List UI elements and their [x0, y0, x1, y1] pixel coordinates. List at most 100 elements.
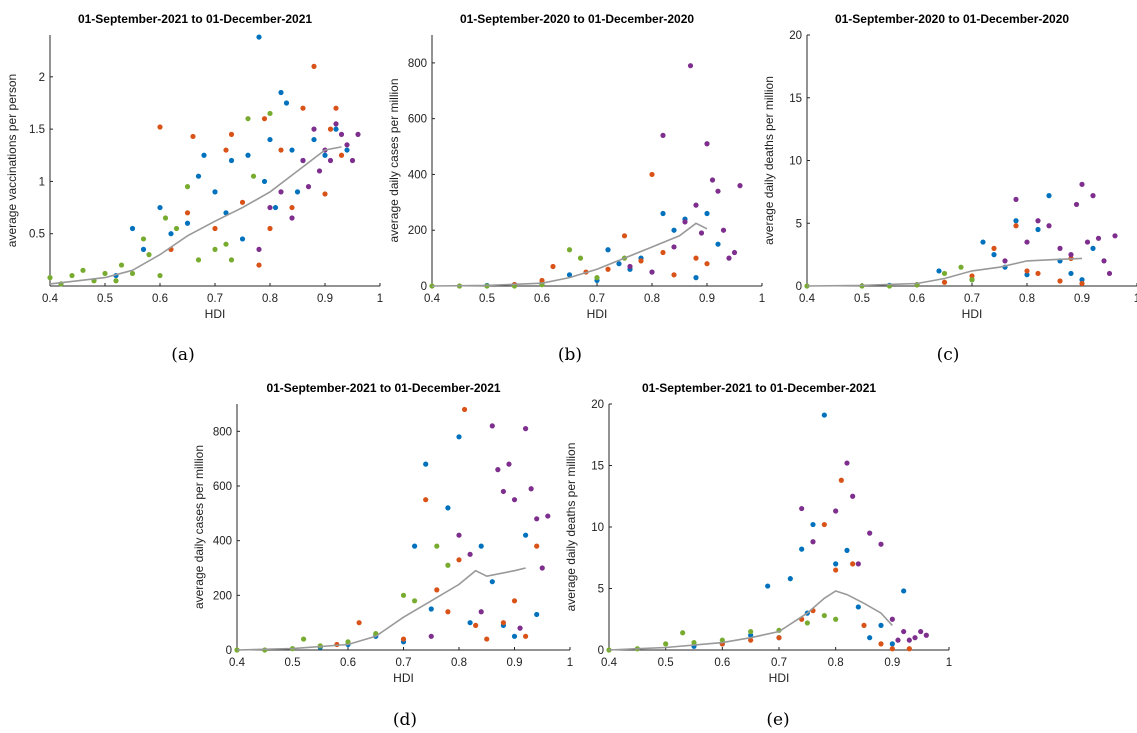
panel-e-point-green — [804, 620, 810, 626]
panel-c-point-purple — [1068, 252, 1074, 258]
panel-d-y-tick-label: 0 — [226, 645, 232, 657]
panel-e-x-label: HDI — [769, 671, 790, 685]
panel-b-point-purple — [682, 219, 688, 225]
panel-c-point-purple — [1095, 235, 1102, 241]
panel-b-y-label: average daily cases per million — [387, 78, 401, 242]
panel-e-y-label: average daily deaths per million — [564, 443, 578, 612]
panel-b-x-tick-label: 1 — [759, 293, 765, 305]
panel-e-point-blue — [799, 546, 805, 552]
panel-a-point-green — [80, 267, 86, 273]
panel-e-point-orange — [878, 641, 884, 647]
panel-a-point-orange — [157, 124, 163, 130]
panel-b-x-tick-label: 0.7 — [589, 293, 605, 305]
panel-a-title: 01-September-2021 to 01-December-2021 — [78, 12, 312, 26]
panel-c-y-tick-label: 10 — [789, 156, 802, 168]
panel-c-point-blue — [1035, 226, 1041, 233]
panel-c-x-tick-label: 0.5 — [854, 293, 870, 305]
panel-b-point-orange — [539, 277, 545, 284]
panel-d-point-purple — [506, 461, 512, 467]
panel-d-point-orange — [445, 609, 451, 615]
panel-c-point-purple — [1013, 196, 1019, 203]
panel-e-point-orange — [850, 561, 856, 567]
panel-e-y-tick-label: 5 — [598, 584, 604, 596]
panel-a-point-purple — [300, 157, 306, 164]
panel-a-point-purple — [355, 131, 361, 137]
panel-d-title: 01-September-2021 to 01-December-2021 — [266, 381, 500, 395]
panel-c-y-tick-label: 5 — [796, 218, 802, 230]
panel-a-x-tick-label: 0.6 — [152, 293, 168, 305]
panel-c-x-tick-label: 0.8 — [1019, 293, 1035, 305]
panel-a-point-orange — [261, 116, 268, 122]
panel-e-point-purple — [889, 616, 895, 622]
panel-e-point-purple — [918, 628, 924, 635]
panel-e-point-green — [719, 637, 725, 643]
panel-d-point-purple — [528, 486, 534, 492]
panel-c-x-tick-label: 0.9 — [1074, 293, 1090, 305]
panel-b-x-tick-label: 0.9 — [699, 293, 715, 305]
panel-b-point-blue — [566, 272, 573, 278]
panel-a-point-orange — [300, 105, 306, 111]
panel-e-point-blue — [810, 521, 816, 528]
panel-b-trend-line — [431, 222, 708, 287]
panel-a-point-green — [228, 257, 235, 263]
panel-a-point-blue — [168, 231, 174, 237]
panel-d-point-purple — [545, 513, 551, 519]
panel-a-y-tick-label: 0.5 — [29, 229, 45, 241]
panel-d-point-orange — [461, 406, 468, 413]
panel-a-y-label: average vaccinations per person — [5, 74, 19, 247]
panel-e-point-orange — [889, 646, 895, 652]
panel-c-x-tick-label: 0.6 — [909, 293, 925, 305]
panel-b-point-orange — [660, 249, 666, 256]
panel-b-caption: (b) — [558, 345, 582, 365]
panel-b-point-green — [594, 275, 600, 281]
panel-e-point-purple — [923, 632, 929, 638]
panel-b-x-tick-label: 0.8 — [644, 293, 660, 305]
panel-c-x-tick-label: 0.4 — [799, 293, 816, 305]
panel-c-point-blue — [1013, 218, 1019, 224]
panel-c-point-blue — [991, 252, 997, 258]
panel-e-point-blue — [821, 412, 827, 418]
panel-c-point-orange — [1024, 268, 1030, 274]
panel-d-point-green — [412, 598, 418, 604]
panel-e-point-purple — [850, 493, 856, 499]
panel-c-point-orange — [1057, 278, 1063, 284]
panel-c-point-purple — [1112, 233, 1118, 239]
panel-e-x-tick-label: 0.9 — [884, 657, 900, 669]
panel-a-point-orange — [289, 204, 295, 211]
panel-e-point-purple — [833, 508, 839, 514]
panel-a-x-tick-label: 0.4 — [42, 293, 59, 305]
panel-c-caption: (c) — [937, 345, 960, 365]
panel-d-point-green — [400, 592, 407, 598]
panel-a-point-blue — [140, 246, 147, 252]
panel-b-point-orange — [704, 261, 710, 267]
panel-c-point-purple — [1101, 258, 1107, 264]
panel-a-point-blue — [311, 136, 317, 143]
panel-a-point-purple — [333, 121, 339, 127]
panel-d-point-orange — [456, 557, 462, 563]
panel-a-point-blue — [256, 34, 262, 40]
panel-e-point-purple — [855, 561, 861, 567]
panel-a-point-blue — [201, 152, 207, 158]
panel-a-x-tick-label: 0.8 — [262, 293, 278, 305]
panel-e: 0.4 0.5 0.6 0.7 0.8 0.9 10510152001-September-… — [564, 381, 952, 730]
panel-a-point-purple — [338, 131, 345, 137]
panel-a-point-blue — [278, 89, 284, 96]
panel-a-point-purple — [256, 246, 262, 252]
panel-e-y-tick-label: 0 — [598, 645, 604, 657]
panel-c-point-purple — [1046, 223, 1052, 229]
panel-e-point-blue — [833, 561, 839, 567]
panel-d-point-green — [445, 562, 451, 568]
panel-c-y-tick-label: 20 — [789, 30, 802, 42]
panel-b-point-blue — [660, 210, 666, 217]
panel-e-point-orange — [776, 635, 782, 641]
panel-b-point-purple — [687, 63, 694, 69]
panel-a-point-green — [47, 275, 53, 281]
panel-c-point-blue — [936, 268, 942, 274]
panel-e-point-blue — [787, 576, 793, 582]
panel-a-point-green — [146, 252, 152, 258]
panel-d-y-label: average daily cases per million — [192, 445, 206, 609]
panel-a-point-purple — [344, 142, 350, 148]
panel-b-x-tick-label: 0.5 — [479, 293, 495, 305]
panel-d-point-purple — [495, 467, 501, 473]
panel-a-point-green — [223, 241, 229, 247]
